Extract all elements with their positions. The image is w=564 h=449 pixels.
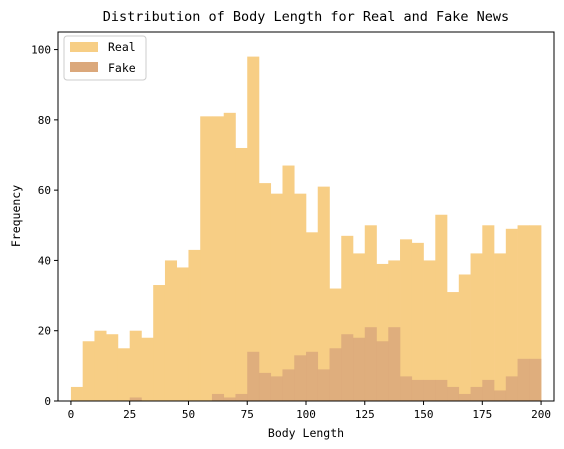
fake-bar xyxy=(353,337,366,401)
fake-bar xyxy=(294,355,307,401)
real-bar xyxy=(517,225,530,401)
real-bar xyxy=(247,56,260,401)
x-tick-label: 175 xyxy=(472,408,492,421)
real-bar xyxy=(188,249,201,401)
real-bar xyxy=(411,242,424,401)
real-bar xyxy=(447,292,460,401)
legend-label-real: Real xyxy=(108,40,136,54)
real-bar xyxy=(482,225,495,401)
fake-bar xyxy=(341,334,354,401)
real-bar xyxy=(70,386,83,401)
real-bar xyxy=(270,193,283,401)
real-bar xyxy=(164,260,178,401)
x-axis-ticks: 0 25 50 75 100 125 150 175 200 xyxy=(68,401,551,421)
x-axis-label: Body Length xyxy=(268,426,344,440)
real-bar xyxy=(153,285,166,401)
x-tick-label: 100 xyxy=(296,408,316,421)
x-tick-label: 25 xyxy=(123,408,136,421)
real-bar xyxy=(505,228,518,401)
fake-bar xyxy=(435,379,448,401)
fake-bar xyxy=(517,358,530,401)
fake-bar xyxy=(247,351,260,401)
legend-label-fake: Fake xyxy=(108,61,136,75)
x-tick-label: 200 xyxy=(531,408,551,421)
fake-bar xyxy=(482,379,495,401)
fake-bar xyxy=(447,386,460,401)
real-bar xyxy=(129,330,142,401)
y-tick-label: 100 xyxy=(31,44,51,57)
real-bar xyxy=(400,239,413,401)
real-bar xyxy=(117,348,130,401)
fake-bar xyxy=(388,327,401,401)
chart-title: Distribution of Body Length for Real and… xyxy=(103,9,509,25)
real-bar xyxy=(141,337,154,401)
real-bar xyxy=(294,193,307,401)
y-tick-label: 80 xyxy=(38,114,51,127)
fake-bar xyxy=(258,372,272,401)
legend-swatch-real xyxy=(70,42,98,52)
real-bar xyxy=(211,116,225,401)
fake-bar xyxy=(223,397,236,401)
y-tick-label: 40 xyxy=(38,254,51,267)
fake-bar xyxy=(306,351,319,401)
fake-bar xyxy=(329,348,342,401)
fake-bar xyxy=(505,376,518,401)
real-bar xyxy=(529,225,542,401)
real-bar xyxy=(258,183,272,401)
x-tick-label: 150 xyxy=(414,408,434,421)
fake-bar xyxy=(129,397,142,401)
real-bar xyxy=(458,274,471,401)
legend-swatch-fake xyxy=(70,62,98,72)
real-bar xyxy=(82,341,95,401)
real-bar xyxy=(494,253,507,401)
fake-bar xyxy=(270,376,283,401)
real-bar xyxy=(235,147,248,401)
legend: Real Fake xyxy=(63,35,147,81)
real-bar xyxy=(423,260,436,401)
fake-bar xyxy=(411,379,424,401)
fake-bar xyxy=(494,390,507,401)
fake-bar xyxy=(235,393,248,401)
fake-bar xyxy=(529,358,542,401)
fake-bar xyxy=(458,393,471,401)
fake-bar xyxy=(400,376,413,401)
y-axis-ticks: 0 20 40 60 80 100 xyxy=(31,44,58,408)
x-tick-label: 0 xyxy=(68,408,75,421)
real-bar xyxy=(317,186,330,401)
fake-bar xyxy=(470,386,483,401)
real-bar xyxy=(106,334,119,401)
real-bar xyxy=(94,330,107,401)
real-bar xyxy=(176,267,189,401)
y-tick-label: 60 xyxy=(38,184,51,197)
y-tick-label: 20 xyxy=(38,325,51,338)
x-tick-label: 75 xyxy=(241,408,254,421)
real-bar xyxy=(470,253,483,401)
fake-bar xyxy=(317,369,330,401)
real-series-bars xyxy=(70,56,542,401)
fake-bar xyxy=(282,369,295,401)
y-axis-label: Frequency xyxy=(9,185,23,247)
real-bar xyxy=(282,165,295,401)
y-tick-label: 0 xyxy=(44,395,51,408)
real-bar xyxy=(200,116,213,401)
real-bar xyxy=(223,112,236,401)
fake-bar xyxy=(423,379,436,401)
fake-bar xyxy=(364,327,377,401)
x-tick-label: 50 xyxy=(182,408,195,421)
fake-bar xyxy=(211,393,225,401)
real-bar xyxy=(435,214,448,401)
fake-series-bars xyxy=(129,327,542,401)
fake-bar xyxy=(376,341,389,401)
x-tick-label: 125 xyxy=(355,408,375,421)
